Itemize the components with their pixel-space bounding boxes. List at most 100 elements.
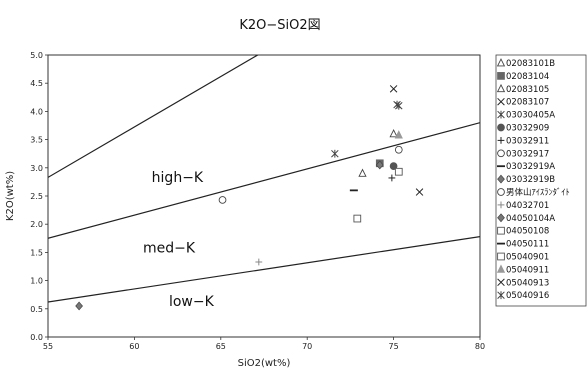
data-point	[388, 174, 396, 182]
data-point	[393, 100, 401, 109]
legend-label: 05040916	[506, 291, 549, 301]
legend-marker	[497, 97, 505, 106]
plot-area	[47, 54, 481, 338]
legend-item: 04050111	[497, 240, 549, 250]
legend-label: 04032701	[506, 201, 549, 211]
legend-marker	[497, 201, 505, 209]
legend-marker	[497, 188, 505, 196]
legend-marker	[496, 83, 506, 93]
legend: 02083101B 02083104 02083105 02083107 0303040…	[496, 58, 570, 301]
x-tick-label: 55	[43, 342, 53, 351]
legend-label: 04050111	[506, 240, 549, 250]
legend-item: 03030405A	[497, 110, 555, 121]
legend-item: 03032919B	[497, 174, 555, 185]
y-tick-label: 3.5	[30, 136, 43, 145]
y-tick-label: 4.5	[30, 79, 43, 88]
legend-box	[495, 54, 587, 307]
data-point	[358, 168, 367, 177]
x-tick-label: 70	[302, 342, 312, 351]
x-tick-label: 65	[216, 342, 226, 351]
legend-marker	[497, 278, 505, 287]
legend-label: 02083101B	[506, 59, 555, 69]
legend-label: 03032919B	[506, 175, 555, 185]
legend-item: 男体山ｱｲｽﾗﾝﾀﾞｲﾄ	[497, 187, 570, 198]
y-axis-ticks: 0.0 0.5 1.0 1.5 2.0 2.5 3.0 3.5 4.0 4.5 5.0	[30, 51, 48, 342]
legend-label: 02083104	[506, 72, 549, 82]
y-tick-label: 2.0	[30, 220, 43, 229]
legend-label: 03032917	[506, 149, 549, 159]
legend-marker	[497, 226, 505, 235]
legend-marker	[497, 252, 505, 261]
legend-item: 04050108	[497, 226, 549, 237]
data-point	[389, 85, 398, 93]
legend-marker	[497, 123, 505, 132]
legend-item: 02083107	[497, 97, 549, 108]
data-point	[255, 258, 263, 266]
data-point	[394, 130, 403, 139]
region-labels: high−K med−K low−K	[143, 170, 215, 310]
legend-item: 05040901	[497, 252, 549, 263]
region-label-2: low−K	[169, 294, 215, 310]
legend-label: 04050108	[506, 227, 549, 237]
data-point	[389, 162, 398, 170]
legend-item: 03032909	[497, 123, 549, 134]
legend-label: 05040911	[506, 265, 549, 275]
y-tick-label: 5.0	[30, 51, 43, 60]
legend-item: 05040911	[496, 264, 549, 275]
legend-label: 03030405A	[506, 111, 555, 121]
legend-item: 03032917	[497, 149, 549, 159]
legend-item: 03032911	[497, 136, 549, 146]
y-tick-label: 3.0	[30, 164, 43, 173]
legend-item: 05040913	[497, 278, 549, 288]
data-points	[75, 85, 424, 311]
data-point	[389, 129, 398, 138]
legend-marker	[497, 149, 505, 158]
legend-item: 04050104A	[497, 213, 555, 224]
legend-item: 02083105	[496, 83, 549, 95]
legend-label: 05040913	[506, 278, 549, 288]
chart-title: K2O−SiO2図	[239, 18, 321, 33]
data-point	[394, 167, 403, 176]
legend-marker	[497, 137, 505, 144]
y-tick-label: 0.5	[30, 305, 43, 314]
data-point	[353, 214, 362, 223]
legend-label: 03032919A	[506, 162, 555, 172]
region-label-0: high−K	[152, 170, 204, 186]
legend-label: 05040901	[506, 253, 549, 263]
data-point	[218, 196, 227, 204]
legend-label: 02083107	[506, 98, 549, 108]
x-axis-ticks: 55 60 65 70 75 80	[43, 337, 485, 351]
legend-label: 男体山ｱｲｽﾗﾝﾀﾞｲﾄ	[506, 187, 570, 198]
legend-label: 03032911	[506, 136, 549, 146]
x-tick-label: 80	[475, 342, 485, 351]
data-point	[331, 149, 339, 158]
legend-marker	[497, 174, 505, 184]
legend-marker	[496, 58, 506, 67]
boundary-line-2	[48, 236, 480, 303]
legend-label: 02083105	[506, 85, 549, 95]
boundary-line-1	[48, 122, 480, 239]
boundary-lines	[48, 55, 480, 303]
boundary-line-0	[48, 55, 259, 178]
data-point	[394, 145, 403, 154]
legend-label: 04050104A	[506, 214, 555, 224]
legend-marker	[496, 264, 506, 273]
legend-marker	[497, 291, 505, 300]
y-tick-label: 0.0	[30, 333, 43, 342]
data-point	[75, 301, 83, 311]
legend-item: 03032919A	[497, 162, 555, 172]
y-tick-label: 1.0	[30, 277, 43, 286]
legend-marker	[497, 110, 505, 119]
y-axis-label: K2O(wt%)	[5, 171, 16, 221]
y-tick-label: 4.0	[30, 107, 43, 116]
legend-item: 02083101B	[496, 58, 555, 69]
x-tick-label: 60	[129, 342, 139, 351]
legend-item: 05040916	[497, 291, 549, 301]
y-tick-label: 2.5	[30, 192, 43, 201]
data-point	[375, 160, 384, 170]
x-tick-label: 75	[389, 342, 399, 351]
legend-item: 04032701	[497, 201, 549, 211]
legend-item: 02083104	[497, 72, 549, 82]
data-point	[415, 188, 424, 196]
